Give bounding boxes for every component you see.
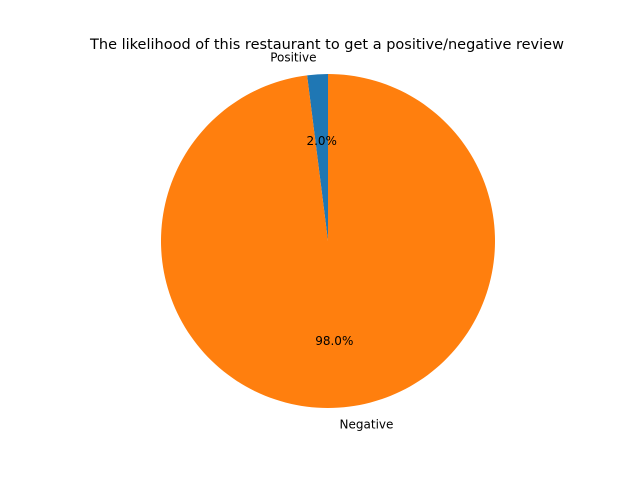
pie-slice-positive [307, 74, 328, 241]
slice-label-negative: Negative [340, 417, 394, 431]
pie-slice-negative [160, 74, 495, 409]
slice-percent-negative: 98.0% [315, 334, 353, 348]
chart-title: The likelihood of this restaurant to get… [89, 37, 564, 53]
slice-label-positive: Positive [270, 51, 316, 65]
slice-percent-positive: 2.0% [306, 134, 337, 148]
pie-labels: Positive 2.0% Negative 98.0% [270, 51, 393, 432]
pie-slices [160, 74, 495, 409]
